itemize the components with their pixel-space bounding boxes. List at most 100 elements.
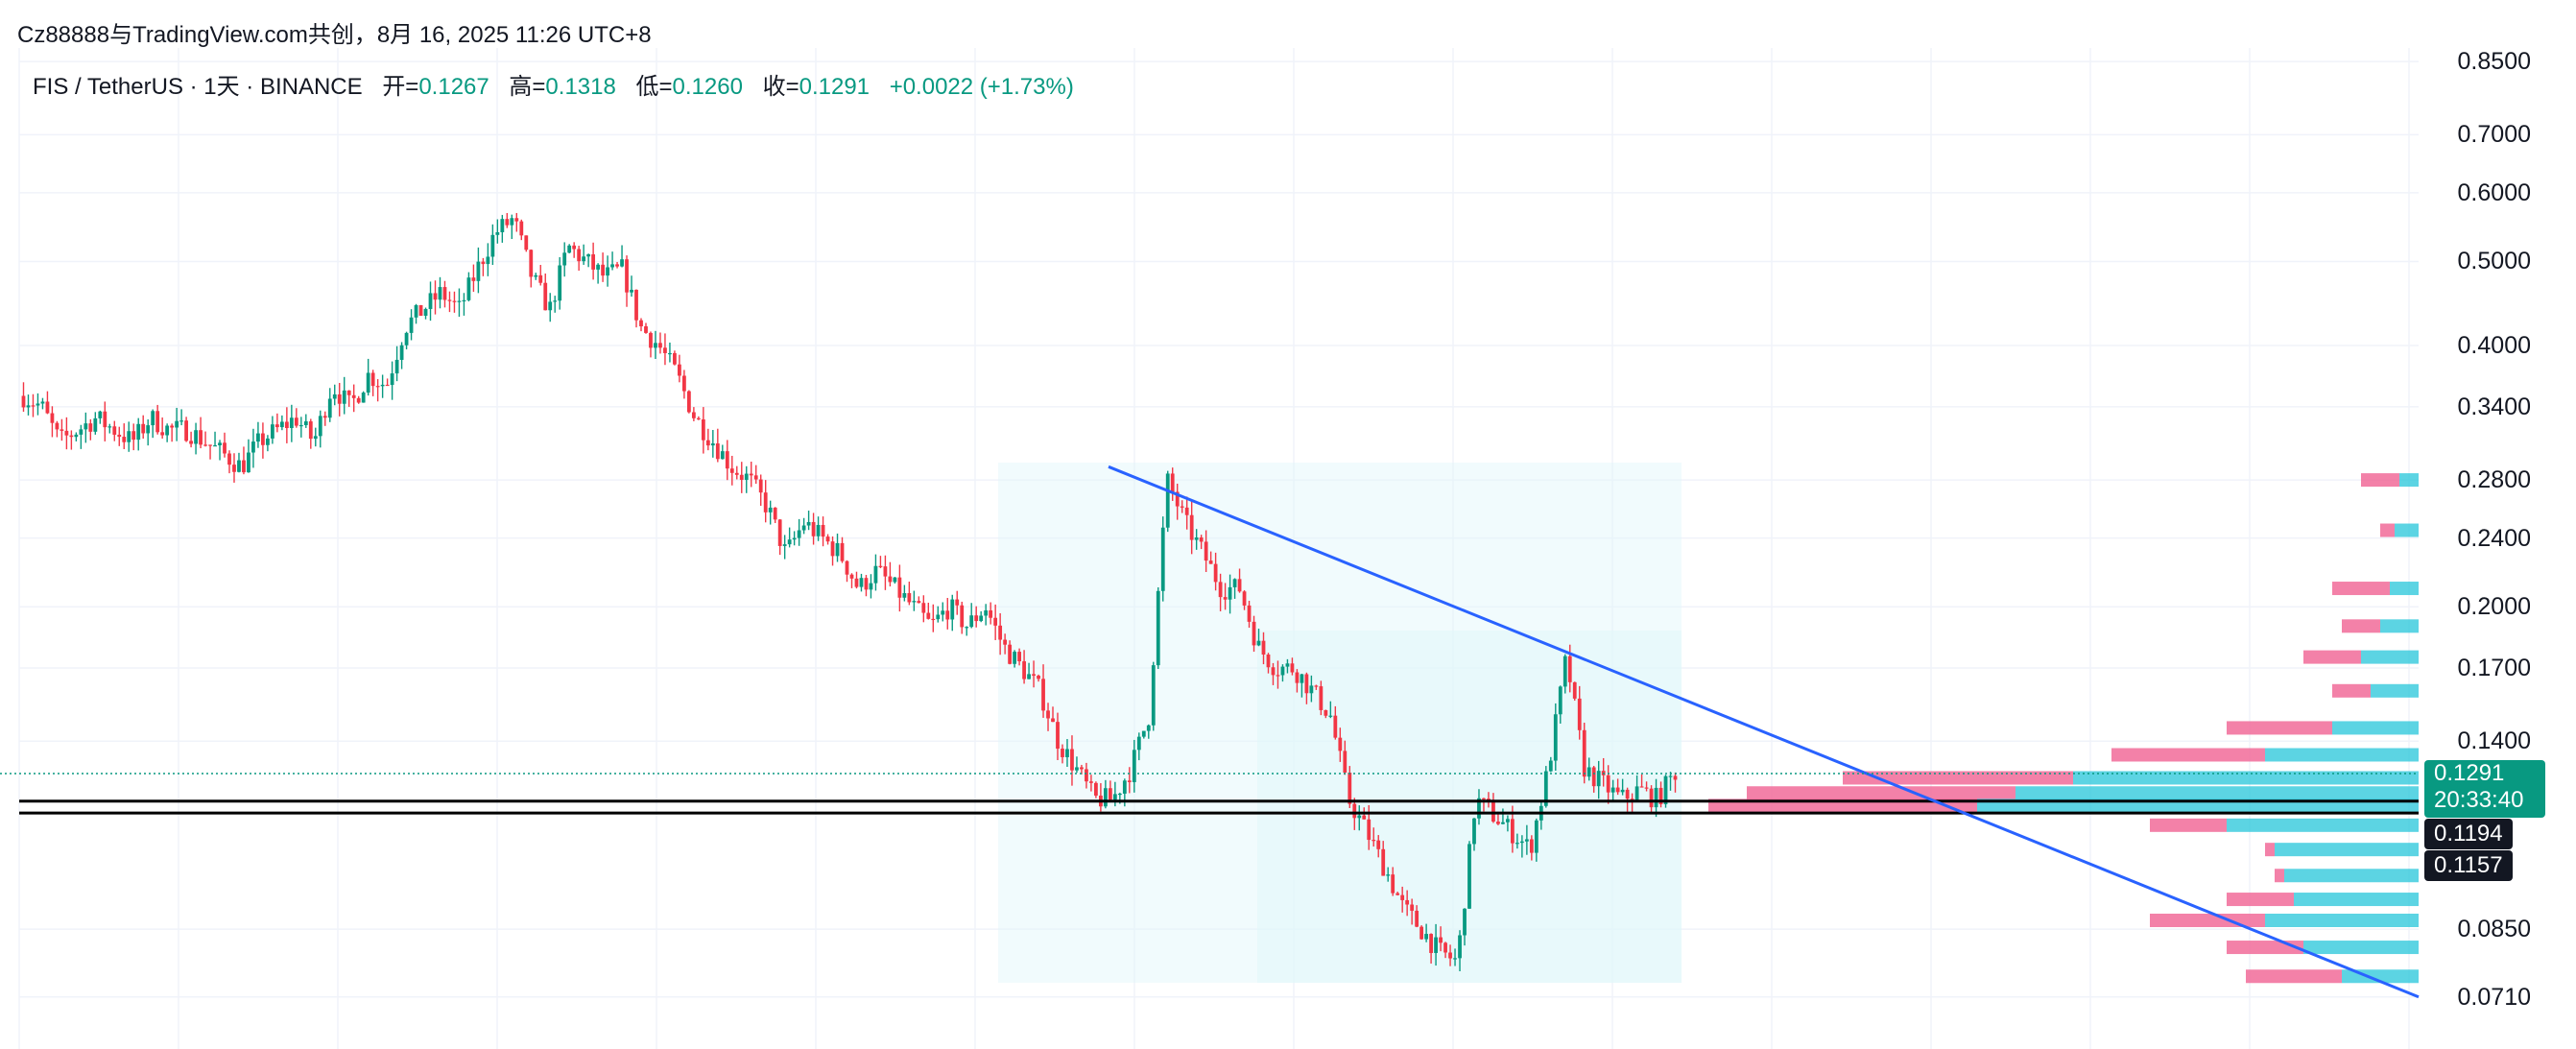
candle-body <box>601 264 605 276</box>
volume-profile-bar-up <box>2073 771 2419 785</box>
volume-profile-bar-down <box>2246 969 2342 984</box>
candle-body <box>739 474 744 480</box>
candle-body <box>1008 644 1013 664</box>
volume-profile-bar-up <box>2294 893 2419 907</box>
candle-body <box>342 390 346 404</box>
candle-body <box>1141 730 1146 737</box>
open-value: 0.1267 <box>418 74 489 100</box>
candle-body <box>1577 698 1582 730</box>
candle-body <box>1017 652 1021 662</box>
candle-body <box>1348 773 1352 804</box>
candle-body <box>332 393 337 399</box>
symbol-label[interactable]: FIS / TetherUS · 1天 · BINANCE <box>33 74 363 100</box>
candle-body <box>1075 767 1079 771</box>
candle-body <box>1434 937 1438 953</box>
candle-body <box>1170 473 1175 492</box>
candle-body <box>1534 820 1538 853</box>
candle-body <box>1300 674 1304 683</box>
candle-body <box>1472 818 1476 845</box>
candle-body <box>471 277 476 281</box>
candle-body <box>1070 749 1074 771</box>
candle-body <box>361 393 366 403</box>
candle-body <box>1304 674 1309 694</box>
candle-body <box>1419 926 1424 940</box>
candle-body <box>749 473 753 476</box>
candle-body <box>1558 686 1562 715</box>
candle-body <box>1463 908 1467 936</box>
candle-body <box>634 289 638 321</box>
volume-profile-bar-down <box>2361 473 2399 488</box>
candle-body <box>1424 934 1429 940</box>
candle-body <box>1634 786 1639 800</box>
candle-body <box>591 254 596 270</box>
candle-body <box>495 231 500 235</box>
low-value: 0.1260 <box>672 74 743 100</box>
candle-body <box>1314 685 1319 687</box>
candle-body <box>141 423 146 434</box>
candle-body <box>1625 789 1630 799</box>
candle-body <box>414 304 418 318</box>
candle-body <box>558 265 562 301</box>
candle-body <box>160 432 165 436</box>
candle-body <box>266 438 270 445</box>
candle-body <box>1132 750 1136 782</box>
volume-profile-bar-down <box>2275 869 2284 883</box>
candle-body <box>1256 640 1261 646</box>
candle-body <box>921 603 926 613</box>
candle-body <box>1160 527 1165 591</box>
candle-body <box>1654 787 1658 808</box>
candle-body <box>107 426 112 428</box>
candle-body <box>1127 780 1132 782</box>
candle-body <box>45 401 50 414</box>
candle-body <box>1562 656 1567 687</box>
candle-body <box>529 250 534 277</box>
candle-body <box>825 536 830 542</box>
candle-body <box>390 373 394 386</box>
candle-body <box>232 465 236 472</box>
candle-body <box>979 615 984 622</box>
candle-body <box>500 219 505 232</box>
candle-body <box>155 411 160 433</box>
level-2-tag: 0.1157 <box>2424 850 2513 881</box>
candle-body <box>1151 665 1156 726</box>
candle-body <box>936 614 941 620</box>
candle-body <box>1429 934 1433 953</box>
candle-body <box>1117 793 1122 796</box>
volume-profile-bar-down <box>2150 913 2265 927</box>
candle-body <box>1037 676 1040 679</box>
candle-body <box>270 424 274 439</box>
candle-body <box>122 437 127 442</box>
horizontal-levels <box>19 799 2419 815</box>
candle-body <box>1511 819 1515 844</box>
volume-profile-bar-up <box>2015 786 2419 800</box>
candle-body <box>1175 491 1180 507</box>
candle-body <box>1649 788 1654 808</box>
volume-profile-bar-up <box>2332 721 2419 735</box>
candle-body <box>26 405 31 408</box>
volume-profile-bar-up <box>2399 473 2419 488</box>
price-axis-tick: 0.7000 <box>2457 121 2531 149</box>
volume-profile <box>1708 473 2419 984</box>
candle-body <box>256 433 260 442</box>
candle-body <box>1061 749 1064 757</box>
candle-body <box>777 519 782 546</box>
candle-body <box>787 539 792 545</box>
candle-body <box>873 565 878 584</box>
candle-body <box>625 259 629 293</box>
price-axis-tick: 0.8500 <box>2457 48 2531 76</box>
candle-body <box>1247 605 1252 622</box>
candle-body <box>1496 822 1500 824</box>
candle-body <box>734 472 739 475</box>
candle-body <box>658 343 662 348</box>
volume-profile-bar-down <box>2227 893 2294 907</box>
candle-body <box>394 359 399 374</box>
candle-body <box>806 521 811 526</box>
candle-body <box>1237 579 1242 592</box>
candle-body <box>1085 769 1088 782</box>
candle-body <box>1586 767 1591 777</box>
candle-body <box>1252 621 1256 646</box>
candle-body <box>279 421 284 428</box>
candle-body <box>21 395 26 408</box>
candle-body <box>298 424 303 427</box>
